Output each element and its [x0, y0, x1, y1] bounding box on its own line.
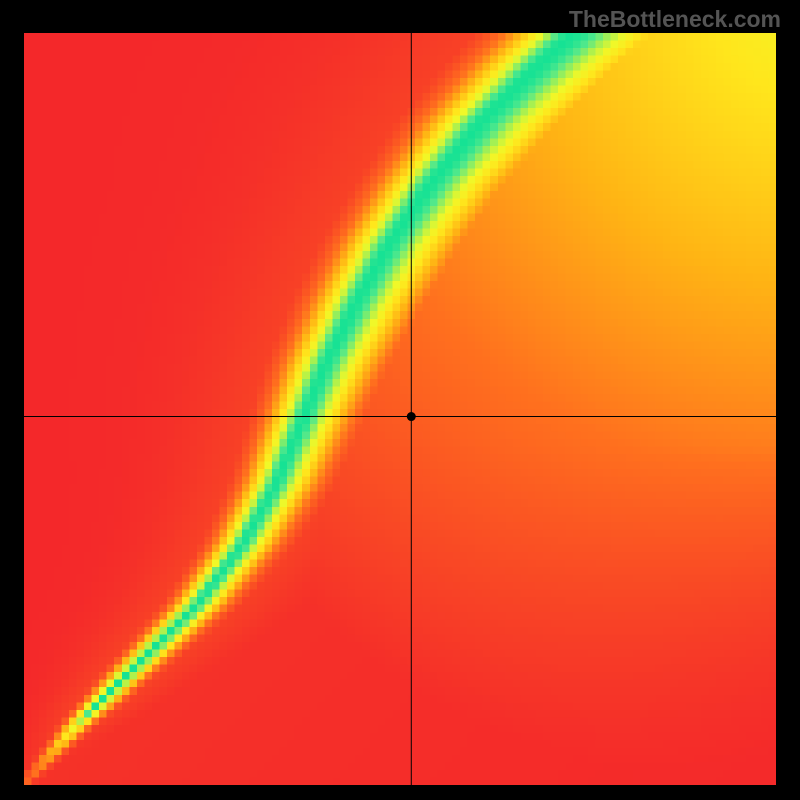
bottleneck-heatmap	[24, 33, 776, 785]
watermark: TheBottleneck.com	[569, 6, 781, 33]
